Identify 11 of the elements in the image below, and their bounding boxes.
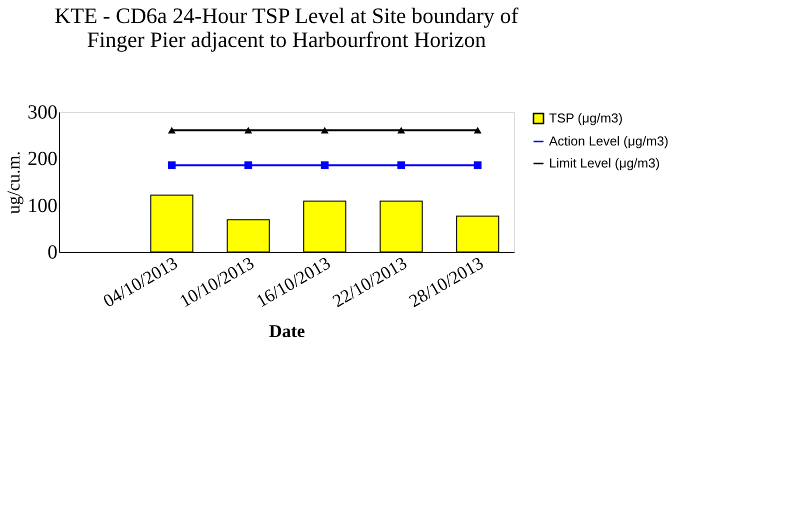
- legend-label: Action Level (μg/m3): [549, 134, 668, 148]
- y-tick-label: 0: [48, 242, 58, 264]
- text: Finger Pier adjacent to Harbourfront Horizon: [87, 27, 486, 52]
- y-axis-title: ug/cu.m.: [4, 151, 24, 214]
- legend-label: Limit Level (μg/m3): [549, 156, 660, 170]
- y-tick-label: 300: [28, 102, 58, 124]
- legend-label: TSP (μg/m3): [549, 110, 623, 126]
- y-tick-label: 100: [28, 194, 58, 217]
- y-tick-label: 200: [28, 148, 58, 170]
- text: KTE - CD6a 24-Hour TSP Level at Site boundary of: [54, 3, 518, 28]
- x-axis-title: Date: [269, 321, 305, 342]
